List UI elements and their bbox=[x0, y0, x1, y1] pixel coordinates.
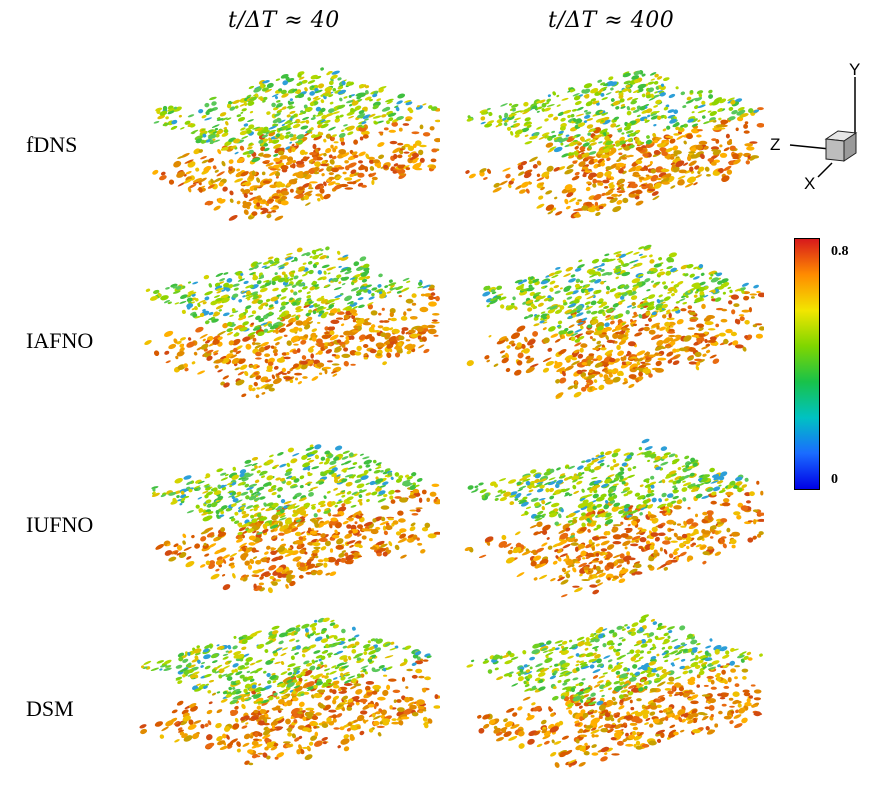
panel-iufno-t400 bbox=[444, 432, 764, 602]
column-header-late: t/ΔT ≈ 400 bbox=[548, 8, 675, 33]
isosurface-render bbox=[139, 617, 440, 766]
panel-iafno-t400 bbox=[444, 236, 764, 406]
row-label-iufno: IUFNO bbox=[26, 512, 94, 537]
y-axis-label: Y bbox=[849, 60, 860, 79]
cube-side bbox=[843, 132, 857, 162]
isosurface-render bbox=[464, 438, 764, 598]
column-header-early: t/ΔT ≈ 40 bbox=[228, 8, 340, 33]
colorbar-min-label: 0 bbox=[831, 472, 838, 487]
panel-dsm-t400 bbox=[444, 606, 764, 776]
panel-iafno-t40 bbox=[120, 236, 440, 406]
isosurface-render bbox=[466, 614, 763, 768]
z-axis-label: Z bbox=[770, 135, 780, 154]
x-axis-line bbox=[817, 162, 833, 178]
panel-fdns-t40 bbox=[120, 58, 440, 228]
isosurface-render bbox=[151, 444, 440, 594]
colorbar bbox=[794, 238, 820, 490]
isosurface-render bbox=[465, 70, 764, 219]
colorbar-max-label: 0.8 bbox=[831, 244, 849, 259]
panel-fdns-t400 bbox=[444, 58, 764, 228]
cube-front bbox=[825, 138, 845, 162]
isosurface-render bbox=[466, 244, 764, 400]
x-axis-label: X bbox=[804, 174, 815, 193]
panel-dsm-t40 bbox=[120, 606, 440, 776]
z-axis-line bbox=[789, 144, 831, 150]
isosurface-render bbox=[152, 67, 440, 221]
row-label-iafno: IAFNO bbox=[26, 328, 94, 353]
row-label-dsm: DSM bbox=[26, 696, 74, 721]
panel-iufno-t40 bbox=[120, 432, 440, 602]
axis-triad: Y Z X bbox=[760, 55, 872, 195]
row-label-fdns: fDNS bbox=[26, 132, 78, 157]
isosurface-render bbox=[144, 246, 440, 399]
